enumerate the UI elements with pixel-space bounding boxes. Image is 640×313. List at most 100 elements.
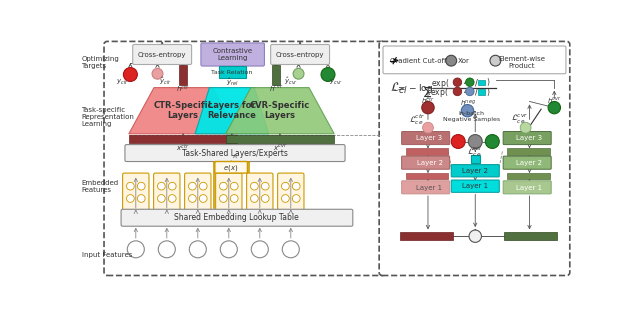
Circle shape <box>282 182 289 190</box>
Text: Layer 3: Layer 3 <box>417 136 443 141</box>
Bar <box>400 232 452 240</box>
Bar <box>406 173 448 179</box>
FancyBboxPatch shape <box>216 173 242 211</box>
Circle shape <box>168 195 176 202</box>
FancyBboxPatch shape <box>379 41 570 275</box>
Circle shape <box>453 87 461 96</box>
Text: Shared Embedding Lookup Table: Shared Embedding Lookup Table <box>174 213 299 222</box>
Bar <box>272 64 280 85</box>
Bar <box>472 155 480 163</box>
Circle shape <box>220 182 227 190</box>
Text: $y_{cvr}$: $y_{cvr}$ <box>329 78 343 87</box>
Text: Layer 1: Layer 1 <box>417 185 443 191</box>
Text: Layer 2: Layer 2 <box>516 160 543 166</box>
Text: $= -\log$: $= -\log$ <box>396 82 433 95</box>
FancyBboxPatch shape <box>104 41 385 275</box>
Text: $h^{cvr}$: $h^{cvr}$ <box>269 83 284 94</box>
FancyBboxPatch shape <box>402 181 450 194</box>
Circle shape <box>282 241 300 258</box>
Text: $\mathrm{exp}($: $\mathrm{exp}($ <box>431 77 449 90</box>
Text: $\sum\mathrm{exp}($: $\sum\mathrm{exp}($ <box>423 85 449 99</box>
Text: Layer 1: Layer 1 <box>462 183 488 189</box>
Bar <box>507 173 550 179</box>
Text: Cross-entropy: Cross-entropy <box>138 52 186 58</box>
Text: $e(x)$: $e(x)$ <box>223 163 239 173</box>
Polygon shape <box>226 88 334 134</box>
Bar <box>179 64 187 85</box>
Circle shape <box>422 122 433 133</box>
Circle shape <box>453 78 461 86</box>
Text: $\hat{y}_{ctr}$: $\hat{y}_{ctr}$ <box>159 76 172 87</box>
Circle shape <box>321 68 335 81</box>
Circle shape <box>282 195 289 202</box>
Text: $x^{cvr}$: $x^{cvr}$ <box>273 142 287 153</box>
Circle shape <box>138 195 145 202</box>
Circle shape <box>189 182 196 190</box>
Circle shape <box>152 68 163 79</box>
Text: Layers for
Relevance: Layers for Relevance <box>207 101 257 121</box>
Circle shape <box>252 241 268 258</box>
Circle shape <box>220 195 227 202</box>
Bar <box>478 80 484 85</box>
Text: In-batch
Negative Samples: In-batch Negative Samples <box>443 111 500 122</box>
FancyBboxPatch shape <box>125 145 345 162</box>
Text: Layer 2: Layer 2 <box>417 160 442 166</box>
FancyBboxPatch shape <box>503 156 551 169</box>
Circle shape <box>469 230 481 242</box>
Text: $\mathcal{L}_{cl}$: $\mathcal{L}_{cl}$ <box>390 81 408 96</box>
Text: $h^{neg}$: $h^{neg}$ <box>460 98 476 108</box>
Text: Task-Shared Layers/Experts: Task-Shared Layers/Experts <box>182 149 288 157</box>
Text: $/$: $/$ <box>474 77 479 88</box>
Bar <box>478 89 484 95</box>
Text: Gradient Cut-off: Gradient Cut-off <box>390 58 447 64</box>
Text: $\mathcal{L}^{rel}_{ce}$: $\mathcal{L}^{rel}_{ce}$ <box>467 144 483 159</box>
Text: Layer 3: Layer 3 <box>516 136 543 141</box>
Text: Task Relation: Task Relation <box>211 70 253 75</box>
Text: $h^{ctr}$: $h^{ctr}$ <box>176 83 190 94</box>
Circle shape <box>446 55 457 66</box>
Text: Xor: Xor <box>458 58 470 64</box>
Text: Contrastive
Learning: Contrastive Learning <box>212 48 253 61</box>
Text: $\mathcal{L}^{ctr}_{ce}$: $\mathcal{L}^{ctr}_{ce}$ <box>409 112 425 127</box>
Circle shape <box>189 195 196 202</box>
Circle shape <box>468 135 482 148</box>
Text: Layer 2: Layer 2 <box>462 168 488 174</box>
Bar <box>129 135 237 143</box>
Text: Input Features: Input Features <box>81 253 132 259</box>
Text: CTR-Specific
Layers: CTR-Specific Layers <box>153 101 213 121</box>
Text: Embedded
Features: Embedded Features <box>81 180 118 193</box>
Circle shape <box>127 241 145 258</box>
Circle shape <box>465 78 474 86</box>
Text: Element-wise
Product: Element-wise Product <box>499 56 545 69</box>
FancyBboxPatch shape <box>451 165 499 177</box>
FancyBboxPatch shape <box>402 131 450 145</box>
Text: CVR-Specific
Layers: CVR-Specific Layers <box>250 101 310 121</box>
Text: Layer 1: Layer 1 <box>516 185 543 191</box>
Text: $\cdot$: $\cdot$ <box>462 77 467 87</box>
Circle shape <box>490 55 501 66</box>
Text: $)$: $)$ <box>486 76 491 88</box>
Circle shape <box>158 241 175 258</box>
Text: $\hat{y}_{cvr}$: $\hat{y}_{cvr}$ <box>284 76 298 87</box>
Circle shape <box>485 135 499 148</box>
FancyBboxPatch shape <box>246 173 273 211</box>
Circle shape <box>520 122 531 133</box>
Bar <box>504 232 557 240</box>
Text: Optimizing
Targets: Optimizing Targets <box>81 56 119 69</box>
Bar <box>226 135 334 143</box>
Circle shape <box>548 101 561 114</box>
Circle shape <box>199 182 207 190</box>
Circle shape <box>261 195 269 202</box>
Bar <box>219 66 246 78</box>
FancyBboxPatch shape <box>123 173 149 211</box>
FancyBboxPatch shape <box>503 131 551 145</box>
Text: $\mathcal{L}^{cvr}_{ce}$: $\mathcal{L}^{cvr}_{ce}$ <box>511 112 528 126</box>
Circle shape <box>199 195 207 202</box>
Circle shape <box>157 182 165 190</box>
FancyBboxPatch shape <box>154 173 180 211</box>
Bar <box>406 148 448 155</box>
Text: $\hat{y}_{rel}$: $\hat{y}_{rel}$ <box>225 76 238 88</box>
FancyBboxPatch shape <box>503 181 551 194</box>
Circle shape <box>157 195 165 202</box>
FancyBboxPatch shape <box>201 43 264 66</box>
